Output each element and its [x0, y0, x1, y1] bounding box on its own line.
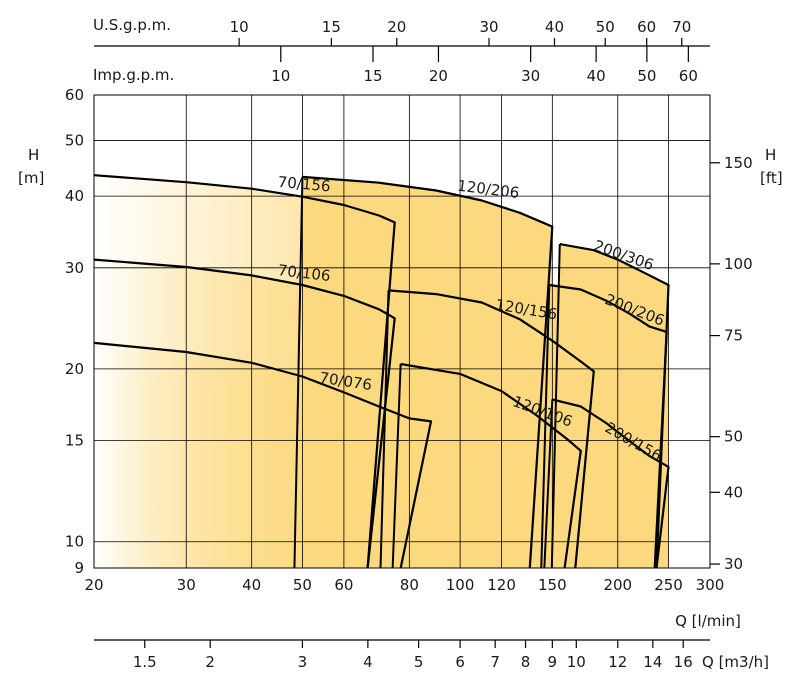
x-axis-label: Q [l/min] [675, 612, 741, 630]
top-us-tick-15: 15 [322, 18, 341, 36]
x-secondary-tick-7: 7 [490, 653, 500, 671]
y-right-tick-50: 50 [724, 428, 743, 446]
top-imp-tick-20: 20 [429, 67, 448, 85]
x-tick-80: 80 [400, 576, 419, 594]
y-tick-40: 40 [65, 187, 84, 205]
y-tick-60: 60 [65, 86, 84, 104]
top-axis-us-label: U.S.g.p.m. [93, 16, 171, 34]
top-imp-tick-50: 50 [637, 67, 656, 85]
top-imp-tick-60: 60 [679, 67, 698, 85]
edge-200-306 [550, 244, 561, 569]
y-right-tick-100: 100 [724, 255, 753, 273]
top-us-tick-40: 40 [545, 18, 564, 36]
top-us-tick-30: 30 [479, 18, 498, 36]
top-imp-tick-40: 40 [587, 67, 606, 85]
top-imp-tick-30: 30 [521, 67, 540, 85]
x-axis-secondary-label: Q [m3/h] [702, 653, 769, 671]
edge-200-156 [543, 399, 554, 569]
x-tick-100: 100 [446, 576, 475, 594]
x-secondary-tick-12: 12 [608, 653, 627, 671]
x-tick-30: 30 [177, 576, 196, 594]
y-tick-10: 10 [65, 533, 84, 551]
y-right-tick-150: 150 [724, 154, 753, 172]
curve-200-206 [549, 283, 668, 569]
x-secondary-tick-9: 9 [548, 653, 558, 671]
y-tick-9: 9 [74, 559, 84, 577]
top-us-tick-70: 70 [672, 18, 691, 36]
curve-label-70-106: 70/106 [277, 261, 332, 285]
top-us-tick-50: 50 [596, 18, 615, 36]
x-tick-50: 50 [293, 576, 312, 594]
x-secondary-tick-8: 8 [521, 653, 531, 671]
region-200-156 [552, 399, 669, 568]
y-right-tick-30: 30 [724, 555, 743, 573]
x-tick-40: 40 [242, 576, 261, 594]
x-tick-200: 200 [603, 576, 632, 594]
top-us-tick-20: 20 [387, 18, 406, 36]
top-axis-imp-label: Imp.g.p.m. [93, 66, 174, 84]
x-secondary-tick-14: 14 [643, 653, 662, 671]
y-axis-label: H [28, 146, 39, 164]
x-secondary-tick-6: 6 [455, 653, 465, 671]
top-imp-tick-15: 15 [363, 67, 382, 85]
curve-120-106 [400, 362, 582, 569]
curve-120-156 [388, 289, 595, 569]
y-tick-15: 15 [65, 432, 84, 450]
curve-fill-areas [94, 175, 669, 568]
edge-120-156 [379, 290, 390, 569]
x-secondary-tick-2: 2 [205, 653, 215, 671]
y-axis-right-unit: [ft] [760, 169, 783, 187]
y-axis-unit: [m] [18, 169, 44, 187]
x-secondary-tick-10: 10 [567, 653, 586, 671]
curve-70-076 [93, 341, 433, 569]
plot-frame [93, 94, 711, 569]
x-tick-250: 250 [654, 576, 683, 594]
x-secondary-tick-3: 3 [298, 653, 308, 671]
curve-70-106 [93, 258, 396, 569]
y-tick-30: 30 [65, 259, 84, 277]
x-secondary-tick-5: 5 [414, 653, 424, 671]
pump-curves [93, 174, 670, 569]
curve-120-206 [302, 175, 554, 569]
curve-70-156 [93, 174, 396, 569]
curve-label-70-156: 70/156 [277, 173, 331, 196]
curve-200-156 [552, 398, 670, 569]
y-tick-50: 50 [65, 131, 84, 149]
top-us-tick-10: 10 [230, 18, 249, 36]
top-imp-tick-10: 10 [271, 67, 290, 85]
x-tick-150: 150 [538, 576, 567, 594]
x-secondary-tick-16: 16 [674, 653, 693, 671]
x-secondary-tick-4: 4 [363, 653, 373, 671]
x-tick-20: 20 [84, 576, 103, 594]
edge-120-206 [293, 176, 304, 569]
edge-120-106 [391, 363, 402, 569]
x-secondary-tick-1.5: 1.5 [133, 653, 157, 671]
chart-grid [93, 94, 711, 569]
y-tick-20: 20 [65, 360, 84, 378]
edge-200-206 [540, 284, 551, 569]
chart-axes: 20 30 40 50 60 80 100 120 150 200 250 300 1.5 2 3 4 5 6 7 8… [65, 18, 753, 671]
y-right-tick-75: 75 [724, 327, 743, 345]
x-tick-120: 120 [487, 576, 516, 594]
y-right-tick-40: 40 [724, 483, 743, 501]
x-tick-300: 300 [696, 576, 725, 594]
y-axis-right-label: H [765, 146, 776, 164]
top-us-tick-60: 60 [637, 18, 656, 36]
x-tick-60: 60 [334, 576, 353, 594]
